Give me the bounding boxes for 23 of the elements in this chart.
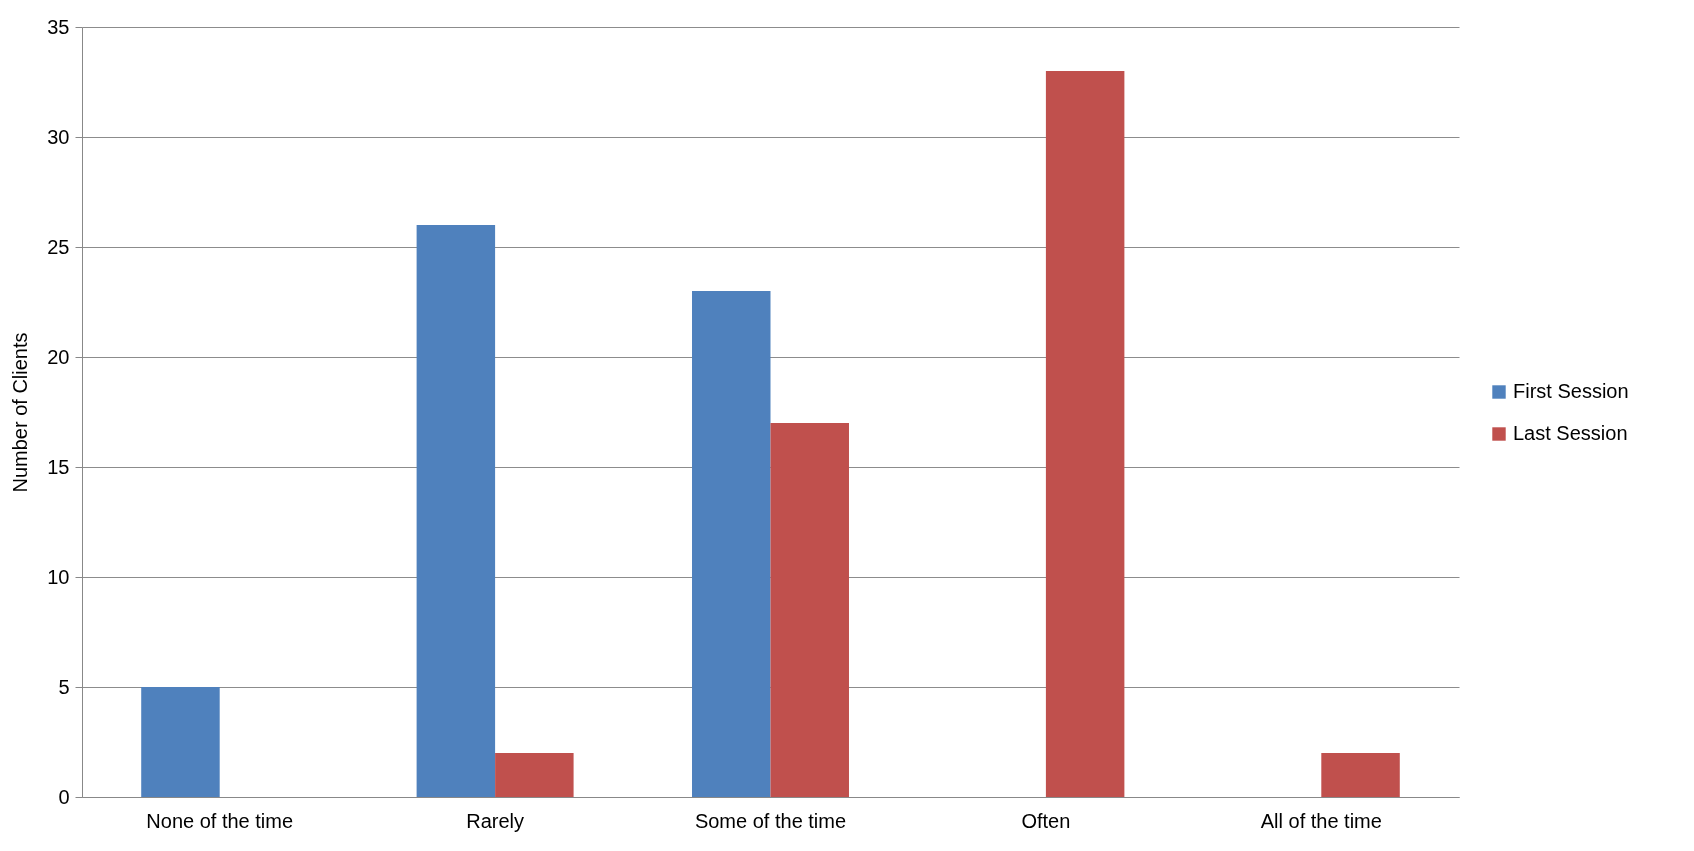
y-tick-label: 30 bbox=[47, 125, 70, 148]
bar bbox=[1321, 753, 1400, 797]
bar bbox=[495, 753, 574, 797]
bar bbox=[692, 291, 771, 797]
x-tick-label: All of the time bbox=[1260, 809, 1382, 832]
y-tick-label: 25 bbox=[47, 235, 70, 258]
bar bbox=[416, 225, 496, 797]
legend-label: Last Session bbox=[1513, 422, 1628, 444]
legend-label: First Session bbox=[1513, 380, 1629, 402]
x-tick-label: Rarely bbox=[466, 809, 524, 832]
bar bbox=[1045, 71, 1125, 797]
y-tick-label: 20 bbox=[47, 345, 70, 368]
y-tick-label: 15 bbox=[47, 455, 70, 478]
y-axis-title: Number of Clients bbox=[9, 332, 32, 493]
bar bbox=[141, 687, 220, 797]
y-tick-label: 10 bbox=[47, 565, 70, 588]
bar bbox=[770, 423, 849, 797]
x-tick-label: None of the time bbox=[146, 809, 294, 832]
x-tick-label: Some of the time bbox=[694, 809, 847, 832]
y-tick-label: 0 bbox=[58, 785, 70, 808]
x-tick-label: Often bbox=[1021, 809, 1071, 832]
y-tick-label: 35 bbox=[47, 15, 70, 38]
y-tick-label: 5 bbox=[58, 675, 70, 698]
